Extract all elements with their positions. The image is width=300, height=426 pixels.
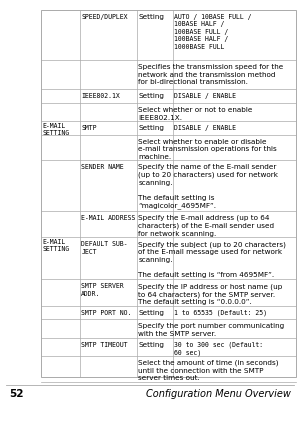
Text: Specify the port number communicating
with the SMTP server.: Specify the port number communicating wi… [138,322,285,336]
Text: E-MAIL
SETTING: E-MAIL SETTING [42,239,69,252]
Text: Select whether or not to enable
IEEE802.1X.: Select whether or not to enable IEEE802.… [138,107,253,121]
Text: 1 to 65535 (Default: 25): 1 to 65535 (Default: 25) [174,309,267,315]
Text: AUTO / 10BASE FULL /
10BASE HALF /
100BASE FULL /
100BASE HALF /
1000BASE FULL: AUTO / 10BASE FULL / 10BASE HALF / 100BA… [174,14,252,49]
Text: E-MAIL
SETTING: E-MAIL SETTING [42,122,69,136]
Text: 30 to 300 sec (Default:
60 sec): 30 to 300 sec (Default: 60 sec) [174,341,263,355]
Text: Specify the name of the E-mail sender
(up to 20 characters) used for network
sca: Specify the name of the E-mail sender (u… [138,164,278,209]
Text: IEEE802.1X: IEEE802.1X [81,92,120,98]
Text: Setting: Setting [138,125,164,131]
Text: SENDER NAME: SENDER NAME [81,164,124,170]
Text: Specify the IP address or host name (up
to 64 characters) for the SMTP server.
T: Specify the IP address or host name (up … [138,282,283,305]
Text: SMTP: SMTP [81,125,97,131]
Text: Configuration Menu Overview: Configuration Menu Overview [146,388,291,397]
Text: SPEED/DUPLEX: SPEED/DUPLEX [81,14,128,20]
Text: Specifies the transmission speed for the
network and the transmission method
for: Specifies the transmission speed for the… [138,64,284,85]
Text: SMTP PORT NO.: SMTP PORT NO. [81,309,132,315]
Text: Select the amount of time (in seconds)
until the connection with the SMTP
server: Select the amount of time (in seconds) u… [138,359,279,380]
Text: Specify the subject (up to 20 characters)
of the E-mail message used for network: Specify the subject (up to 20 characters… [138,241,286,277]
Text: DISABLE / ENABLE: DISABLE / ENABLE [174,125,236,131]
Text: SMTP TIMEOUT: SMTP TIMEOUT [81,341,128,347]
Text: Setting: Setting [138,341,164,347]
Text: SMTP SERVER
ADDR.: SMTP SERVER ADDR. [81,282,124,296]
Text: Specify the E-mail address (up to 64
characters) of the E-mail sender used
for n: Specify the E-mail address (up to 64 cha… [138,214,274,236]
Text: Setting: Setting [138,309,164,315]
Text: DISABLE / ENABLE: DISABLE / ENABLE [174,92,236,98]
Bar [40,11,296,377]
Text: 52: 52 [9,388,23,397]
Text: DEFAULT SUB-
JECT: DEFAULT SUB- JECT [81,241,128,254]
Text: Select whether to enable or disable
e-mail transmission operations for this
mach: Select whether to enable or disable e-ma… [138,138,277,159]
Text: Setting: Setting [138,14,164,20]
Text: Setting: Setting [138,92,164,98]
Text: E-MAIL ADDRESS: E-MAIL ADDRESS [81,214,136,220]
